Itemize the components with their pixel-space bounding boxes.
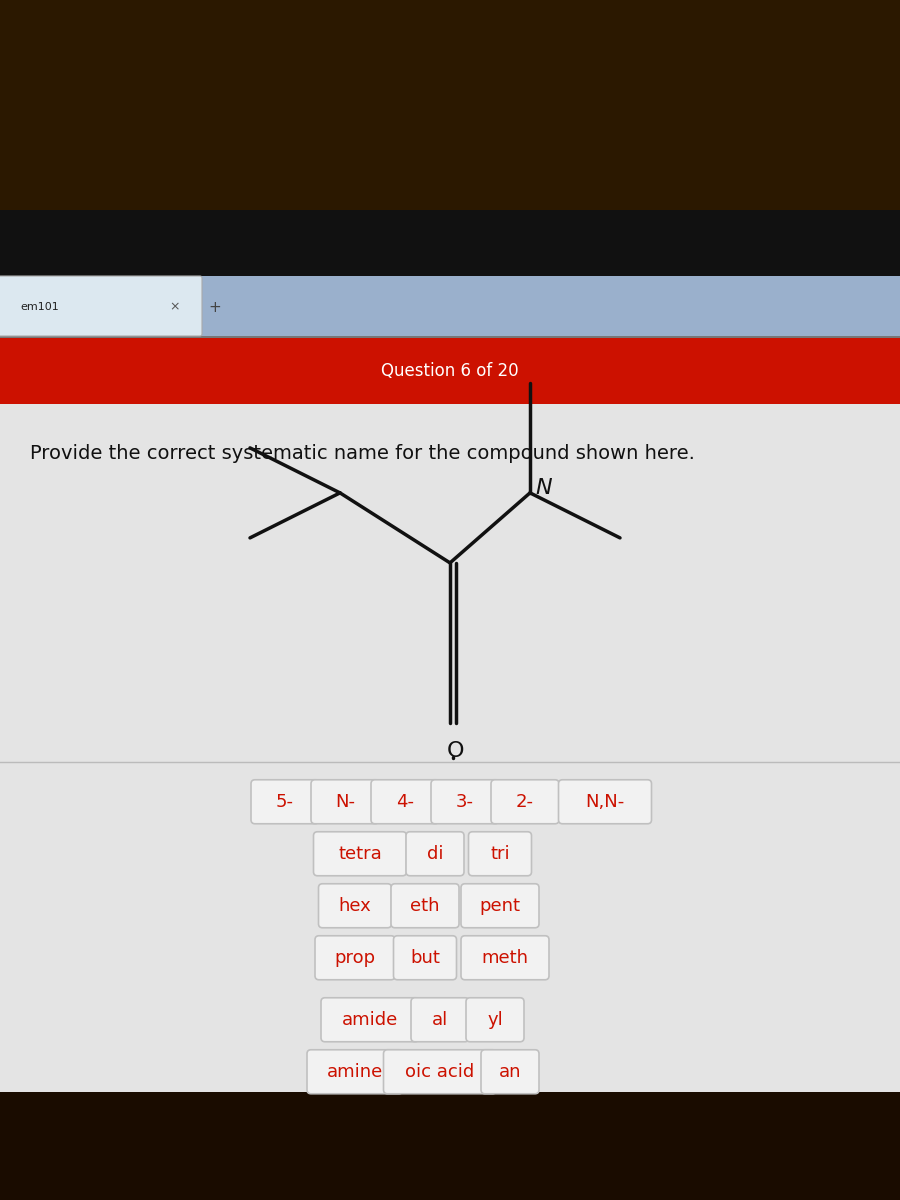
Text: tetra: tetra <box>338 845 382 863</box>
Bar <box>0 338 900 404</box>
Text: oic acid: oic acid <box>405 1063 474 1081</box>
FancyBboxPatch shape <box>311 780 379 823</box>
Text: 3-: 3- <box>456 793 474 811</box>
Text: Provide the correct systematic name for the compound shown here.: Provide the correct systematic name for … <box>30 444 695 463</box>
FancyBboxPatch shape <box>319 883 392 928</box>
FancyBboxPatch shape <box>481 1050 539 1093</box>
FancyBboxPatch shape <box>307 1050 403 1093</box>
Text: amine: amine <box>327 1063 383 1081</box>
FancyBboxPatch shape <box>315 936 395 979</box>
Text: em101: em101 <box>20 302 58 312</box>
Text: hex: hex <box>338 896 372 914</box>
Text: di: di <box>427 845 443 863</box>
FancyBboxPatch shape <box>411 997 469 1042</box>
FancyBboxPatch shape <box>321 997 419 1042</box>
Text: N,N-: N,N- <box>585 793 625 811</box>
Text: N: N <box>535 478 552 498</box>
FancyBboxPatch shape <box>466 997 524 1042</box>
FancyBboxPatch shape <box>559 780 652 823</box>
Text: prop: prop <box>335 949 375 967</box>
FancyBboxPatch shape <box>431 780 499 823</box>
Text: eth: eth <box>410 896 440 914</box>
Text: 4-: 4- <box>396 793 414 811</box>
Text: O: O <box>446 740 464 761</box>
Text: Question 6 of 20: Question 6 of 20 <box>382 362 518 380</box>
Bar <box>0 1092 900 1200</box>
FancyBboxPatch shape <box>491 780 559 823</box>
Text: but: but <box>410 949 440 967</box>
FancyBboxPatch shape <box>393 936 456 979</box>
Bar <box>0 336 900 338</box>
Bar <box>0 276 900 336</box>
FancyBboxPatch shape <box>251 780 319 823</box>
FancyBboxPatch shape <box>371 780 439 823</box>
FancyBboxPatch shape <box>461 936 549 979</box>
Text: tri: tri <box>491 845 509 863</box>
FancyBboxPatch shape <box>469 832 532 876</box>
Text: 5-: 5- <box>276 793 294 811</box>
Text: 2-: 2- <box>516 793 534 811</box>
Text: al: al <box>432 1010 448 1028</box>
Text: meth: meth <box>482 949 528 967</box>
Bar <box>0 0 900 210</box>
FancyBboxPatch shape <box>406 832 464 876</box>
FancyBboxPatch shape <box>0 276 202 336</box>
FancyBboxPatch shape <box>391 883 459 928</box>
FancyBboxPatch shape <box>383 1050 497 1093</box>
Text: N-: N- <box>335 793 355 811</box>
Text: amide: amide <box>342 1010 398 1028</box>
FancyBboxPatch shape <box>461 883 539 928</box>
Text: an: an <box>499 1063 521 1081</box>
Text: yl: yl <box>487 1010 503 1028</box>
Text: ×: × <box>170 301 180 313</box>
Text: +: + <box>209 300 221 314</box>
FancyBboxPatch shape <box>313 832 407 876</box>
Bar <box>0 210 900 276</box>
Bar <box>0 404 900 1092</box>
Text: pent: pent <box>480 896 520 914</box>
